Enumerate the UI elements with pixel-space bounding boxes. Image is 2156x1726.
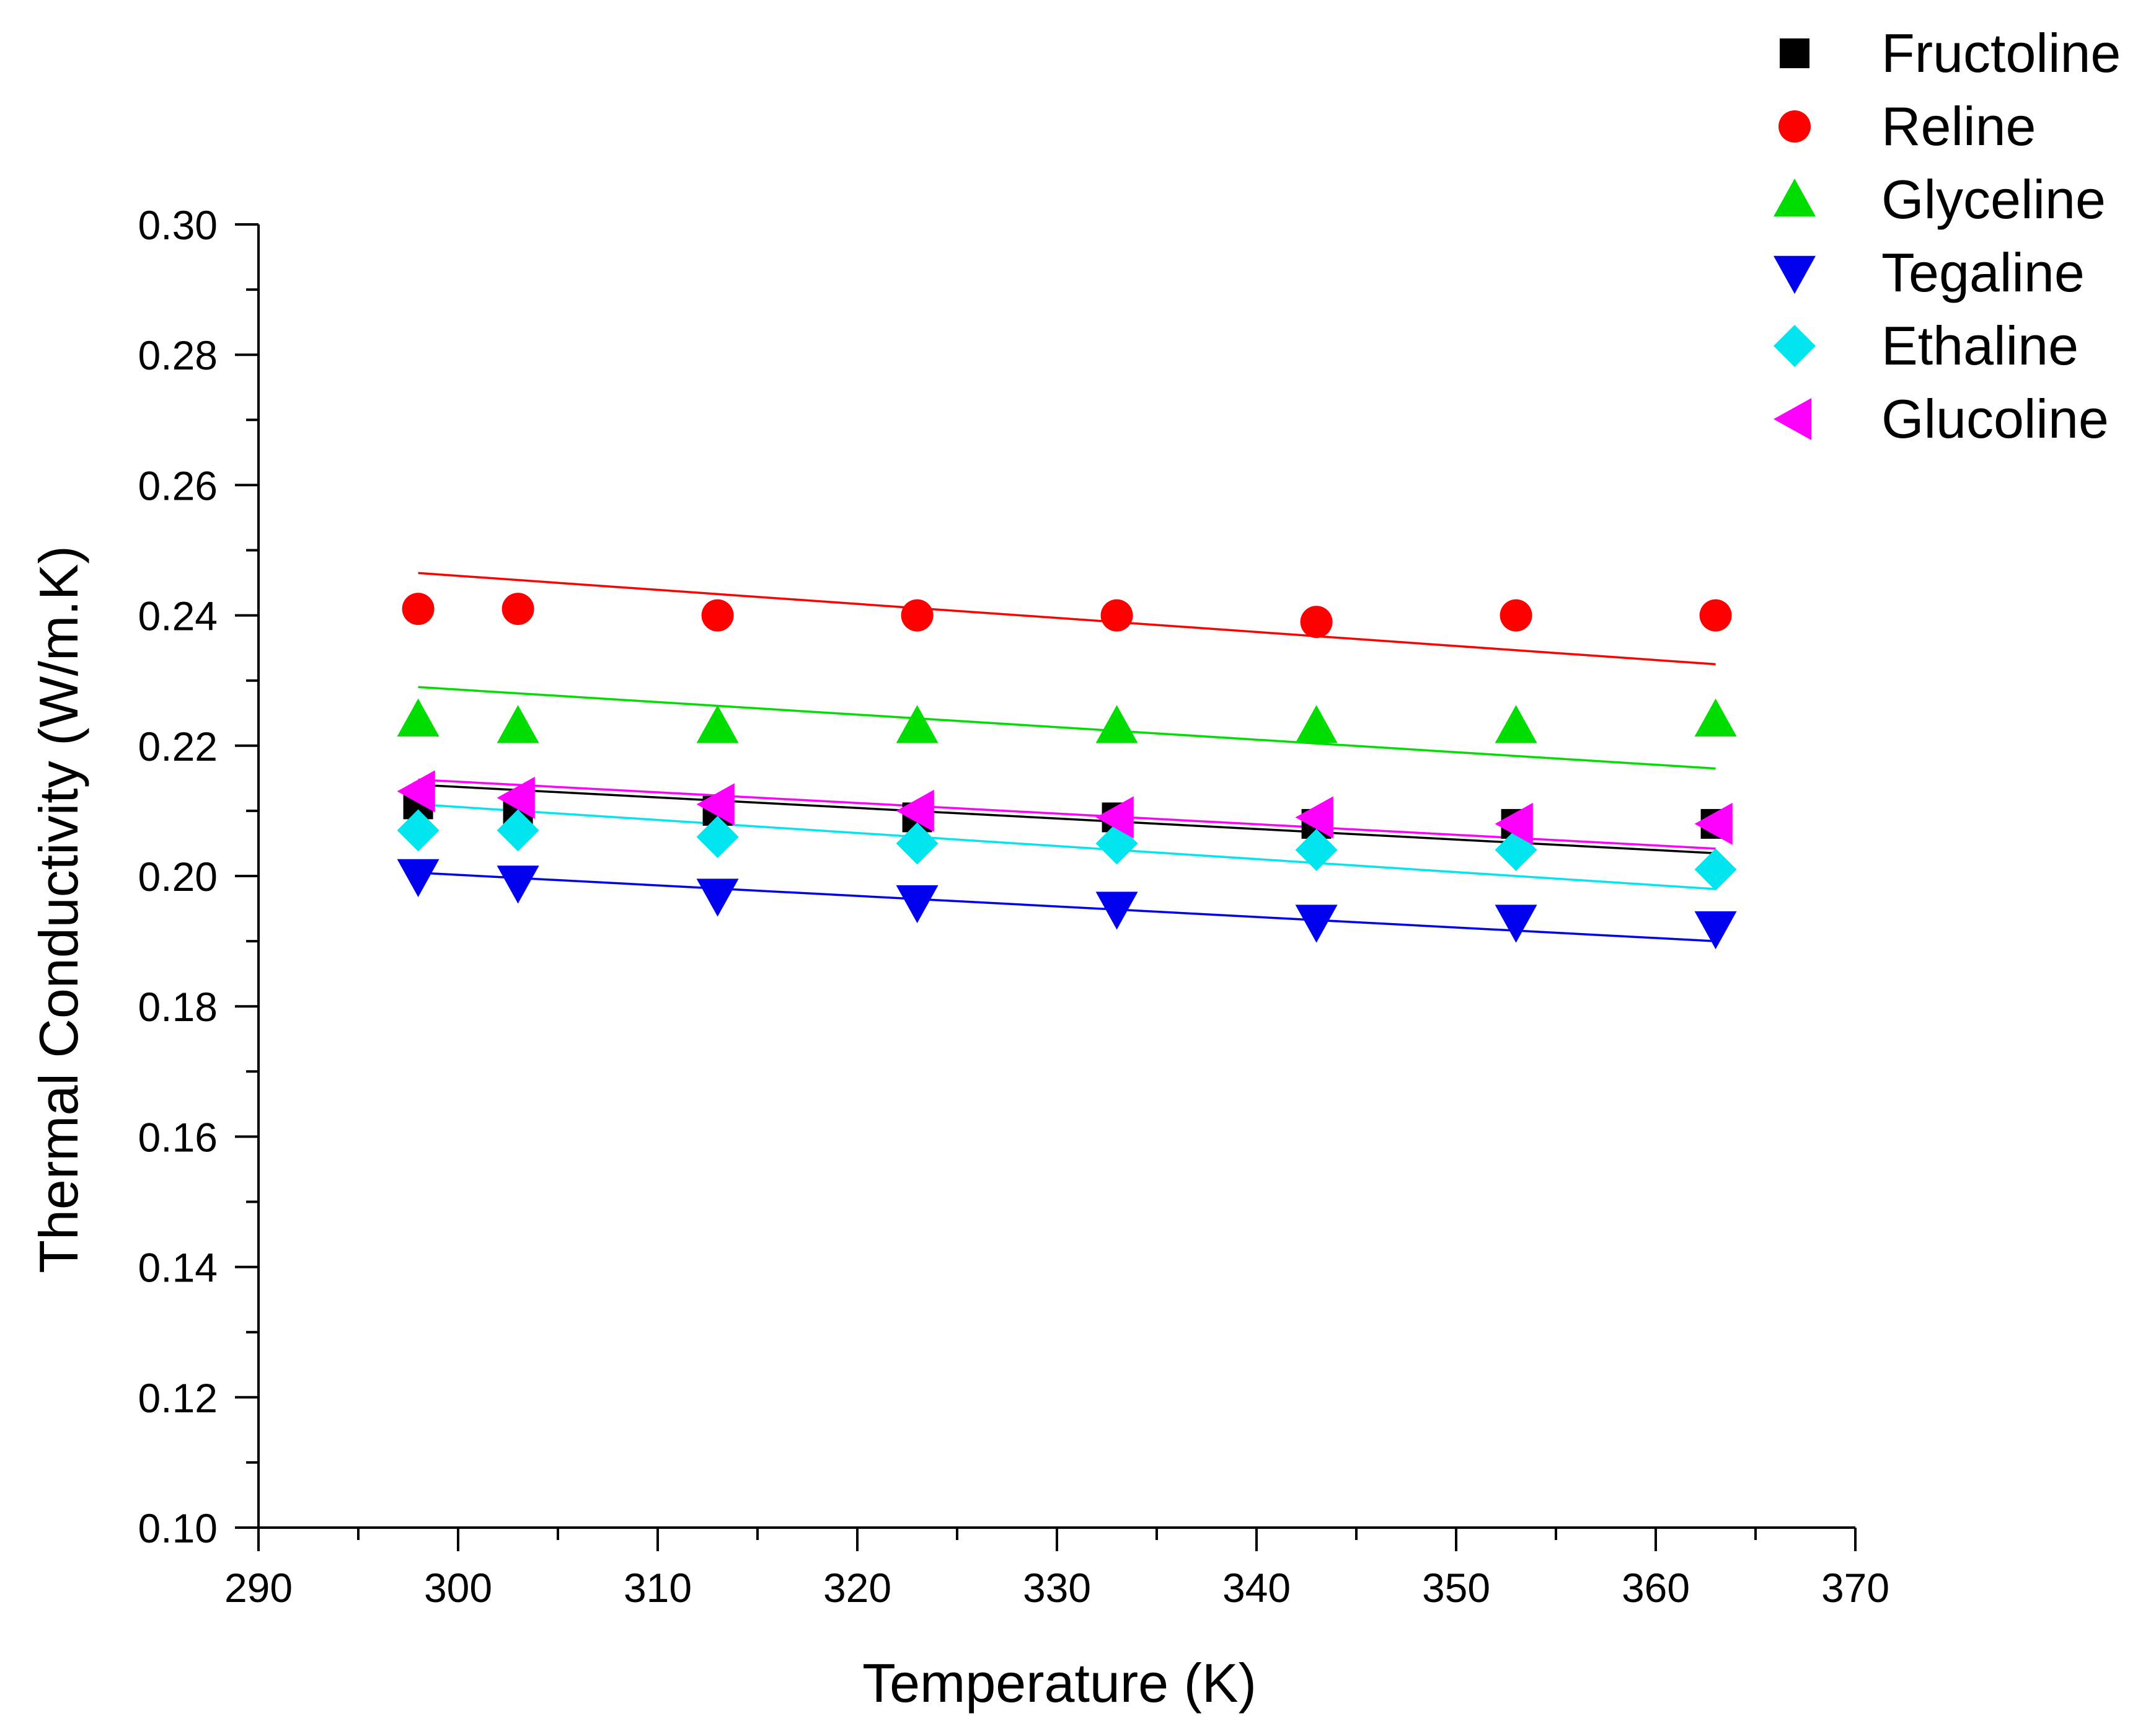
axes: 0.10 0.12 0.14 0.16 0.18 0.20 0.22 0.24 0.26 0.28… — [138, 202, 1890, 1611]
legend-tegaline-label: Tegaline — [1881, 242, 2085, 303]
glyceline-point — [1495, 705, 1537, 743]
legend-tegaline-marker — [1774, 255, 1816, 294]
tegaline-point — [1295, 905, 1338, 943]
tegaline-point — [696, 878, 739, 917]
x-tick-label: 320 — [823, 1565, 891, 1611]
x-tick-label: 370 — [1821, 1565, 1889, 1611]
y-tick-label: 0.10 — [138, 1505, 218, 1551]
ethaline-point — [497, 809, 539, 852]
tegaline-series — [397, 859, 1737, 950]
legend-item-glucoline: Glucoline — [1774, 388, 2109, 449]
ethaline-point — [1295, 828, 1338, 871]
legend-glyceline-marker — [1774, 179, 1816, 217]
y-tick-label: 0.18 — [138, 984, 218, 1030]
reline-point — [1699, 599, 1732, 632]
glucoline-fit-line — [418, 778, 1716, 850]
y-axis-title: Thermal Conductivity (W/m.K) — [28, 546, 89, 1273]
y-tick-label: 0.22 — [138, 724, 218, 769]
glucoline-point — [896, 789, 934, 832]
y-tick-label: 0.20 — [138, 854, 218, 900]
glucoline-point — [696, 783, 735, 826]
glyceline-point — [397, 698, 440, 737]
glucoline-point — [497, 776, 535, 819]
reline-point — [402, 593, 435, 626]
tegaline-point — [497, 865, 539, 904]
legend-item-fructoline: Fructoline — [1780, 22, 2121, 84]
x-ticks: 290 300 310 320 330 340 350 360 370 — [224, 1528, 1889, 1611]
legend: Fructoline Reline Glyceline Tegaline Ethalin… — [1774, 22, 2121, 449]
reline-series — [402, 593, 1732, 639]
ethaline-fit-line — [418, 803, 1716, 890]
legend-ethaline-marker — [1774, 325, 1816, 367]
y-tick-label: 0.28 — [138, 332, 218, 378]
reline-point — [501, 593, 534, 626]
glucoline-point — [1095, 796, 1134, 839]
reline-point — [901, 599, 934, 632]
x-tick-label: 310 — [624, 1565, 692, 1611]
glucoline-point — [1694, 802, 1733, 845]
legend-item-ethaline: Ethaline — [1774, 315, 2079, 376]
glyceline-point — [1095, 705, 1138, 743]
glucoline-point — [1295, 796, 1333, 839]
tegaline-point — [1495, 905, 1537, 943]
y-tick-label: 0.24 — [138, 593, 218, 639]
tegaline-point — [1694, 911, 1737, 950]
y-tick-label: 0.16 — [138, 1114, 218, 1160]
legend-item-tegaline: Tegaline — [1774, 242, 2085, 303]
ethaline-point — [397, 809, 440, 852]
fit-lines — [418, 572, 1716, 942]
data-points — [397, 593, 1737, 950]
x-axis-title: Temperature (K) — [862, 1652, 1257, 1714]
tegaline-fit-line — [418, 871, 1716, 942]
x-tick-label: 340 — [1222, 1565, 1291, 1611]
tegaline-point — [896, 885, 939, 924]
glyceline-series — [397, 698, 1737, 743]
reline-point — [1100, 599, 1133, 632]
x-tick-label: 330 — [1023, 1565, 1091, 1611]
legend-glyceline-label: Glyceline — [1881, 169, 2106, 230]
glyceline-point — [696, 705, 739, 743]
glucoline-series — [397, 770, 1733, 845]
glucoline-point — [397, 770, 435, 813]
ethaline-point — [696, 815, 739, 858]
x-tick-label: 290 — [224, 1565, 293, 1611]
ethaline-point — [1694, 848, 1737, 891]
legend-reline-label: Reline — [1881, 95, 2036, 157]
y-ticks: 0.10 0.12 0.14 0.16 0.18 0.20 0.22 0.24 0.26 0.28… — [138, 202, 258, 1551]
legend-glucoline-label: Glucoline — [1881, 388, 2109, 449]
glyceline-point — [1694, 698, 1737, 737]
fructoline-fit-line — [418, 784, 1716, 854]
legend-ethaline-label: Ethaline — [1881, 315, 2079, 376]
reline-point — [1300, 606, 1333, 639]
legend-fructoline-label: Fructoline — [1881, 22, 2121, 84]
glyceline-fit-line — [418, 686, 1716, 770]
y-tick-label: 0.26 — [138, 462, 218, 508]
legend-reline-marker — [1778, 110, 1811, 143]
x-tick-label: 360 — [1622, 1565, 1690, 1611]
reline-point — [701, 599, 734, 632]
reline-point — [1500, 599, 1532, 632]
ethaline-point — [896, 822, 939, 865]
legend-glucoline-marker — [1774, 398, 1812, 440]
tegaline-point — [1095, 892, 1138, 930]
ethaline-series — [397, 809, 1737, 891]
reline-fit-line — [418, 572, 1716, 666]
glyceline-point — [497, 705, 539, 743]
y-tick-label: 0.30 — [138, 202, 218, 248]
x-tick-label: 350 — [1422, 1565, 1490, 1611]
legend-fructoline-marker — [1780, 38, 1809, 68]
y-tick-label: 0.12 — [138, 1375, 218, 1421]
legend-item-glyceline: Glyceline — [1774, 169, 2106, 230]
x-tick-label: 300 — [424, 1565, 492, 1611]
glyceline-point — [1295, 705, 1338, 743]
legend-item-reline: Reline — [1778, 95, 2036, 157]
glucoline-point — [1495, 802, 1533, 845]
y-tick-label: 0.14 — [138, 1245, 218, 1291]
glyceline-point — [896, 705, 939, 743]
tegaline-point — [397, 859, 440, 897]
